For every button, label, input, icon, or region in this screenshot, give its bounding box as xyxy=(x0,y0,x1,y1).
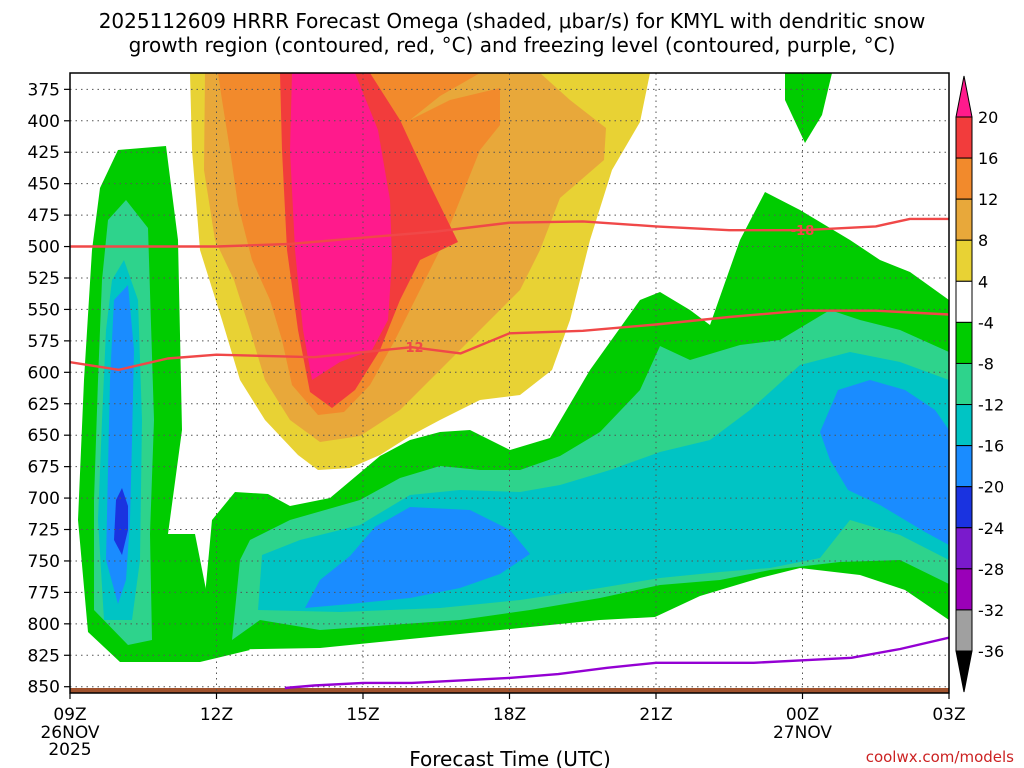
x-tick-label: 18Z xyxy=(493,705,526,725)
colorbar-box xyxy=(955,157,973,200)
x-tick-label: 09Z xyxy=(53,705,86,725)
chart-title-line1: 2025112609 HRRR Forecast Omega (shaded, … xyxy=(99,9,926,33)
colorbar-box xyxy=(955,116,973,159)
dendritic-minus12-contour-label: -12 xyxy=(400,341,424,356)
colorbar-label: -12 xyxy=(978,396,1004,415)
colorbar-label: -36 xyxy=(978,642,1004,661)
x-tick-label: 21Z xyxy=(639,705,672,725)
colorbar-box xyxy=(955,568,973,611)
y-tick-label: 800 xyxy=(28,615,60,635)
region-magenta xyxy=(290,73,392,380)
colorbar-label: -16 xyxy=(978,437,1004,456)
x-tick-label: 03Z xyxy=(932,705,965,725)
contour-lines: -18 -12 xyxy=(70,217,949,690)
colorbar-label: -8 xyxy=(978,354,994,373)
grid-lines xyxy=(70,73,949,693)
colorbar-box xyxy=(955,280,973,323)
y-tick-label: 650 xyxy=(28,426,60,446)
y-tick-label: 575 xyxy=(28,332,60,352)
colorbar-label: 4 xyxy=(978,272,988,291)
y-tick-label: 600 xyxy=(28,363,60,383)
x-tick-label: 12Z xyxy=(200,705,233,725)
y-tick-label: 525 xyxy=(28,269,60,289)
chart-title-line2: growth region (contoured, red, °C) and f… xyxy=(129,33,896,57)
colorbar-box xyxy=(955,321,973,364)
colorbar-box xyxy=(955,198,973,241)
colorbar-box xyxy=(955,404,973,447)
region-blue-right xyxy=(820,380,949,545)
colorbar-bottom-triangle xyxy=(955,650,973,693)
colorbar-label: -20 xyxy=(978,478,1004,497)
x-tick-date: 27NOV xyxy=(773,723,832,743)
y-tick-label: 400 xyxy=(28,112,60,132)
region-blue-main xyxy=(305,507,530,608)
shaded-regions xyxy=(70,73,949,693)
y-tick-label: 825 xyxy=(28,646,60,666)
y-tick-label: 775 xyxy=(28,583,60,603)
colorbar-top-triangle xyxy=(955,75,973,118)
y-tick-label: 850 xyxy=(28,678,60,698)
y-tick-label: 475 xyxy=(28,206,60,226)
dendritic-minus12-contour xyxy=(70,309,949,371)
y-tick-label: 625 xyxy=(28,395,60,415)
y-tick-label: 450 xyxy=(28,175,60,195)
y-tick-label: 425 xyxy=(28,143,60,163)
dendritic-minus18-contour xyxy=(70,217,949,248)
dendritic-minus18-contour-label: -18 xyxy=(791,224,815,239)
y-tick-label: 675 xyxy=(28,458,60,478)
colorbar-label: -28 xyxy=(978,560,1004,579)
colorbar-label: 12 xyxy=(978,190,998,209)
region-darkblue-left xyxy=(114,488,128,555)
x-axis-title: Forecast Time (UTC) xyxy=(409,747,611,768)
colorbar-box xyxy=(955,445,973,488)
credit-text: coolwx.com/models xyxy=(866,748,1014,766)
colorbar-label: 16 xyxy=(978,149,998,168)
y-tick-label: 550 xyxy=(28,300,60,320)
colorbar-label: -32 xyxy=(978,601,1004,620)
y-tick-label: 750 xyxy=(28,552,60,572)
x-tick-date: 26NOV xyxy=(40,723,99,743)
y-axis: 375 400 425 450 475 500 525 550 575 600 625 650 675 7… xyxy=(28,80,70,698)
y-tick-label: 375 xyxy=(28,80,60,100)
colorbar-box xyxy=(955,609,973,652)
y-tick-label: 500 xyxy=(28,238,60,258)
colorbar-label: 20 xyxy=(978,108,998,127)
colorbar-label: -24 xyxy=(978,519,1004,538)
x-tick-label: 00Z xyxy=(786,705,819,725)
colorbar-box xyxy=(955,239,973,282)
x-tick-year: 2025 xyxy=(48,740,91,760)
y-tick-label: 725 xyxy=(28,521,60,541)
x-tick-label: 15Z xyxy=(346,705,379,725)
colorbar: 20 16 12 8 4 -4 -8 -12 -16 -20 -24 -28 -32 -36 xyxy=(955,75,1004,693)
colorbar-box xyxy=(955,527,973,570)
region-green-top-right xyxy=(785,73,832,143)
y-tick-label: 700 xyxy=(28,489,60,509)
colorbar-box xyxy=(955,486,973,529)
colorbar-label: -4 xyxy=(978,313,994,332)
colorbar-label: 8 xyxy=(978,231,988,250)
colorbar-box xyxy=(955,362,973,406)
freezing-level-contour xyxy=(284,636,949,690)
